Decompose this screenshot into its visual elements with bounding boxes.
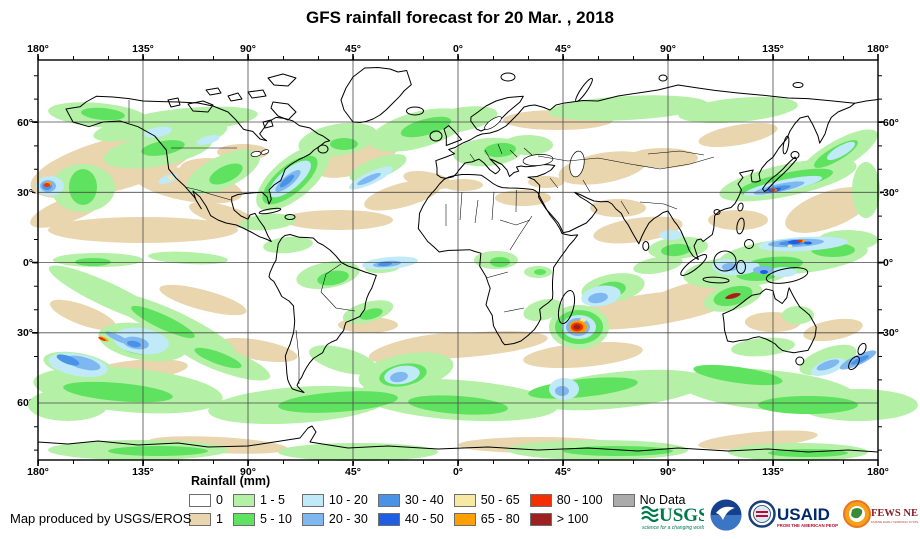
svg-text:135°: 135°: [132, 466, 154, 478]
legend-column: 1 - 5 5 - 10: [232, 493, 292, 526]
legend-label: 50 - 65: [480, 493, 520, 507]
svg-text:30°: 30°: [883, 327, 899, 339]
minor-ticks: [34, 56, 882, 464]
legend-label: 1: [216, 512, 223, 526]
world-rainfall-map: 180° 135° 90° 45° 0° 45° 90° 135° 180° 180° 1…: [17, 43, 918, 478]
legend-swatch: [301, 493, 324, 507]
legend-swatch: [189, 512, 211, 526]
svg-text:60°: 60°: [17, 117, 33, 129]
svg-text:60°: 60°: [883, 117, 899, 129]
legend-swatch: [453, 493, 476, 507]
country-borders: [128, 100, 715, 384]
coastlines: [37, 67, 879, 453]
fewsnet-logo: FEWS NET FAMINE EARLY WARNING SYSTEMS NE…: [843, 500, 918, 528]
svg-text:135°: 135°: [762, 43, 784, 55]
legend-swatch: [612, 493, 635, 507]
svg-text:45°: 45°: [345, 466, 361, 478]
legend-label: 5 - 10: [259, 512, 292, 526]
svg-text:0°: 0°: [883, 257, 893, 269]
legend-label: > 100: [556, 512, 589, 526]
legend-swatch: [529, 512, 552, 526]
usgs-logo: USGS science for a changing world: [641, 505, 704, 531]
lat-axis-right: 60°30° 0°30° 60°: [883, 117, 899, 409]
svg-text:45°: 45°: [555, 466, 571, 478]
legend-label: 0: [216, 493, 223, 507]
legend-swatch: [377, 512, 400, 526]
legend-swatch: [529, 493, 552, 507]
svg-text:30°: 30°: [883, 187, 899, 199]
svg-text:135°: 135°: [762, 466, 784, 478]
svg-text:135°: 135°: [132, 43, 154, 55]
page-title: GFS rainfall forecast for 20 Mar. , 2018: [305, 8, 615, 27]
svg-text:FEWS NET: FEWS NET: [871, 508, 918, 519]
legend-label: No Data: [639, 493, 686, 507]
legend-column: 80 - 100 > 100: [529, 493, 603, 526]
legend-grid: 0 1 1 - 5 5 - 10 10 - 20 20 - 30 30 - 40…: [189, 493, 685, 526]
map-frame: [37, 59, 879, 461]
svg-text:90°: 90°: [240, 466, 256, 478]
svg-text:science for a changing world: science for a changing world: [642, 525, 704, 531]
svg-text:90°: 90°: [660, 466, 676, 478]
svg-text:180°: 180°: [27, 43, 49, 55]
noaa-logo: [710, 499, 742, 531]
legend-column: 50 - 65 65 - 80: [453, 493, 520, 526]
legend-swatch: [232, 493, 255, 507]
legend-swatch: [453, 512, 476, 526]
svg-text:45°: 45°: [345, 43, 361, 55]
svg-text:30°: 30°: [17, 187, 33, 199]
svg-text:USAID: USAID: [777, 505, 830, 524]
legend-swatch: [377, 493, 400, 507]
usaid-logo: USAID FROM THE AMERICAN PEOPLE: [748, 500, 838, 528]
rainfall-layer: [28, 95, 918, 461]
svg-text:0°: 0°: [453, 466, 463, 478]
legend-label: 1 - 5: [259, 493, 285, 507]
lon-axis-top: 180° 135° 90° 45° 0° 45° 90° 135° 180°: [27, 43, 889, 55]
legend-column: 0 1: [189, 493, 223, 526]
legend-swatch: [232, 512, 255, 526]
svg-text:USGS: USGS: [659, 505, 704, 526]
legend-label: 40 - 50: [404, 512, 444, 526]
legend-label: 20 - 30: [328, 512, 368, 526]
logo-strip: USGS science for a changing world USAID …: [640, 497, 918, 533]
svg-text:90°: 90°: [240, 43, 256, 55]
legend-title: Rainfall (mm): [191, 474, 271, 488]
legend-label: 80 - 100: [556, 493, 603, 507]
legend-swatch: [301, 512, 324, 526]
svg-text:90°: 90°: [660, 43, 676, 55]
svg-text:0°: 0°: [453, 43, 463, 55]
svg-text:180°: 180°: [867, 466, 889, 478]
legend-column: No Data: [612, 493, 686, 526]
credit-text: Map produced by USGS/EROS: [10, 511, 192, 526]
lon-axis-bottom: 180° 135° 90° 45° 0° 45° 90° 135° 180°: [27, 466, 889, 478]
inland-seas: [250, 116, 585, 178]
svg-text:30°: 30°: [17, 327, 33, 339]
legend-label: 10 - 20: [328, 493, 368, 507]
svg-text:180°: 180°: [867, 43, 889, 55]
legend-label: 30 - 40: [404, 493, 444, 507]
svg-text:0°: 0°: [23, 257, 33, 269]
legend-column: 30 - 40 40 - 50: [377, 493, 444, 526]
svg-text:FAMINE EARLY WARNING SYSTEMS N: FAMINE EARLY WARNING SYSTEMS NETWORK: [871, 520, 918, 524]
legend-label: 65 - 80: [480, 512, 520, 526]
svg-text:180°: 180°: [27, 466, 49, 478]
legend-swatch: [189, 493, 211, 507]
svg-text:FROM THE AMERICAN PEOPLE: FROM THE AMERICAN PEOPLE: [777, 523, 838, 528]
svg-text:45°: 45°: [555, 43, 571, 55]
legend-column: 10 - 20 20 - 30: [301, 493, 368, 526]
lat-axis-left: 60°30° 0°30° 60°: [17, 117, 33, 409]
legend: Rainfall (mm) 0 1 1 - 5 5 - 10 10 - 20 2…: [189, 474, 685, 526]
